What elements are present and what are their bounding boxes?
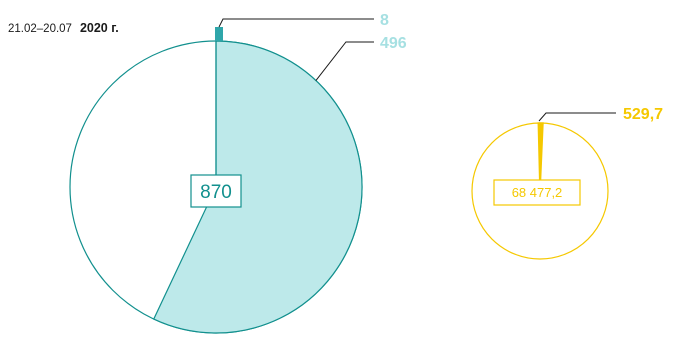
pie1-slice-496: [152, 40, 363, 334]
pie1-label-496: 496: [380, 35, 407, 52]
pie2-label-529-7: 529,7: [623, 106, 663, 123]
pie-chart-yellow: 529,7 68 477,2: [471, 106, 663, 260]
pie1-label-8: 8: [380, 12, 389, 29]
pie-chart-total: 8 496 870: [69, 12, 407, 334]
pie1-slice-8: [215, 27, 223, 41]
period-year: 2020 г.: [80, 21, 119, 35]
pie2-total-box: [493, 179, 581, 206]
pie1-total-box: [190, 174, 242, 208]
pie2-leader-529-7: [538, 112, 616, 122]
pie1-leader-496: [315, 41, 374, 81]
period-dates: 21.02–20.07: [8, 23, 72, 35]
period-label: 21.02–20.07 2020 г.: [8, 19, 119, 36]
pie1-leader-8: [218, 18, 374, 28]
pie1-total-label: 870: [200, 182, 232, 203]
pie2-total-label: 68 477,2: [512, 185, 563, 200]
pie2-slice-529-7: [537, 122, 544, 192]
